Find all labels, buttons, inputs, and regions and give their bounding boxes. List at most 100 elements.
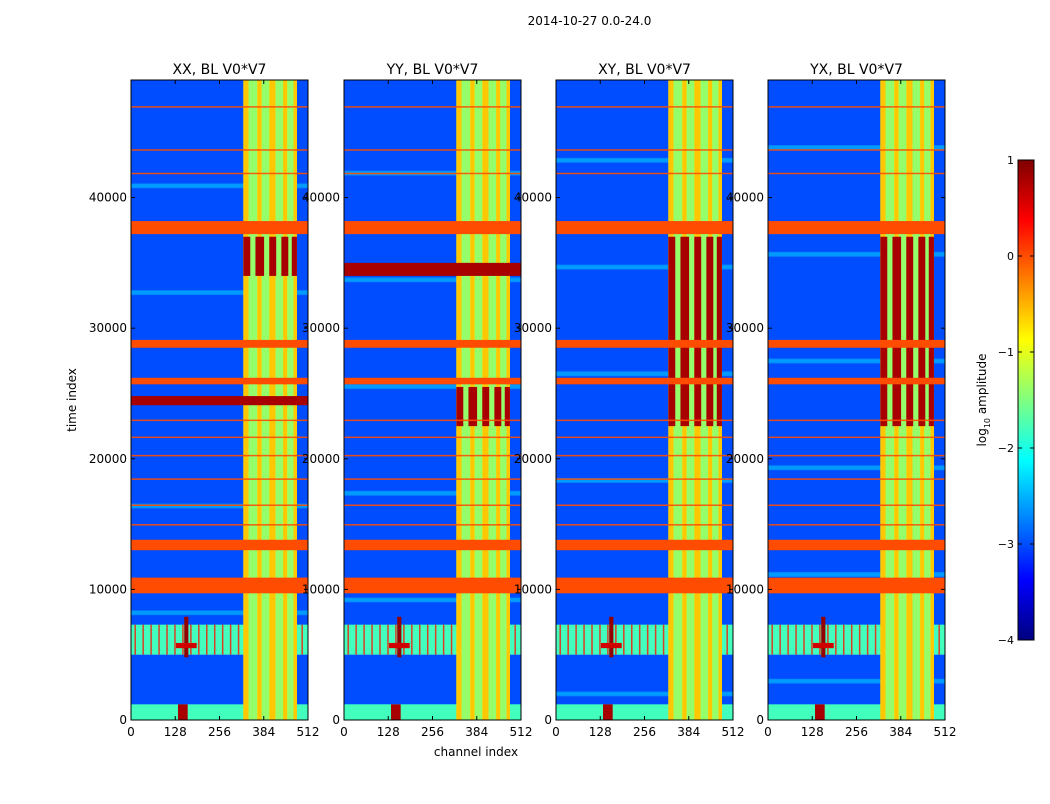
thin-band [344, 106, 521, 108]
rfi-column-gap [885, 80, 895, 720]
burst-speckle [190, 624, 192, 655]
horizontal-band [556, 539, 733, 551]
thin-band [768, 106, 945, 108]
heatmap-body [768, 80, 945, 720]
burst-speckle [654, 624, 657, 655]
colorbar-tick-label: −4 [998, 634, 1014, 647]
x-tick-label: 256 [421, 725, 444, 739]
bright-block-cell [494, 386, 502, 427]
y-tick-label: 0 [756, 713, 764, 727]
burst-speckle [803, 624, 805, 655]
burst-speckle [583, 624, 585, 655]
noise-stripe [344, 384, 521, 387]
x-tick-label: 384 [889, 725, 912, 739]
horizontal-band [344, 339, 521, 348]
burst-speckle [403, 624, 405, 655]
burst-wing [600, 642, 622, 649]
colorbar-tick-label: 0 [1007, 250, 1014, 263]
y-tick-label: 20000 [726, 452, 764, 466]
burst-speckle [726, 624, 728, 655]
y-tick-label: 20000 [89, 452, 127, 466]
burst-speckle [795, 624, 797, 655]
colorbar-tick-label: −2 [998, 442, 1014, 455]
burst-speckle [237, 624, 240, 655]
burst-speckle [866, 624, 869, 655]
burst-speckle [134, 624, 136, 655]
colorbar-tick-label: 1 [1007, 154, 1014, 167]
colorbar-tick-label: −3 [998, 538, 1014, 551]
burst-speckle [411, 624, 413, 655]
horizontal-band [556, 377, 733, 385]
burst-speckle [158, 624, 160, 655]
x-tick-label: 384 [252, 725, 275, 739]
burst-speckle [442, 624, 445, 655]
thin-band [344, 149, 521, 151]
y-tick-label: 30000 [726, 321, 764, 335]
panel-title: YX, BL V0*V7 [809, 62, 903, 78]
thin-band [556, 419, 733, 422]
rfi-column-gap [898, 80, 907, 720]
burst-speckle [166, 624, 168, 655]
panel-title: XY, BL V0*V7 [598, 62, 691, 78]
noise-stripe [344, 170, 521, 173]
panel-yy: YY, BL V0*V7 0 128 256 384 512 0 10000 20000 3000… [302, 62, 533, 739]
y-tick-label: 40000 [89, 191, 127, 205]
burst-speckle [787, 624, 789, 655]
burst-speckle [623, 624, 625, 655]
x-tick-label: 0 [127, 725, 135, 739]
burst-speckle [426, 624, 429, 655]
y-tick-label: 0 [332, 713, 340, 727]
bright-block-cell [255, 236, 265, 276]
rfi-column-gap [673, 80, 683, 720]
thin-band [768, 524, 945, 526]
burst-speckle [850, 624, 853, 655]
horizontal-band [131, 396, 308, 406]
low-burst-core [603, 704, 613, 720]
burst-speckle [599, 624, 601, 655]
burst-speckle [819, 624, 821, 655]
burst-speckle [450, 624, 453, 655]
burst-speckle [206, 624, 208, 655]
horizontal-band [131, 377, 308, 385]
thin-band [131, 436, 308, 439]
burst-speckle [874, 624, 877, 655]
burst-speckle [301, 624, 303, 655]
y-tick-label: 30000 [89, 321, 127, 335]
horizontal-band [344, 221, 521, 235]
bright-block-cell [468, 386, 478, 427]
noise-stripe [131, 183, 308, 186]
burst-speckle [363, 624, 365, 655]
panel-xy: XY, BL V0*V7 0 128 256 384 512 0 10000 20000 3000… [514, 62, 745, 739]
thin-band [768, 172, 945, 175]
horizontal-band [344, 577, 521, 594]
bright-block-cell [892, 236, 902, 427]
colorbar-label-tail: amplitude [975, 354, 989, 418]
rfi-column-gap [474, 80, 483, 720]
panel-yx: YX, BL V0*V7 0 128 256 384 512 0 10000 20000 3000… [726, 62, 957, 739]
rfi-column-gap [912, 80, 921, 720]
noise-stripe [768, 571, 945, 574]
thin-band [556, 524, 733, 526]
bright-block-cell [243, 236, 251, 276]
burst-speckle [615, 624, 617, 655]
thin-band [556, 478, 733, 480]
noise-stripe [344, 277, 521, 280]
horizontal-band [556, 221, 733, 235]
thin-band [556, 436, 733, 439]
burst-speckle [221, 624, 224, 655]
thin-band [768, 149, 945, 151]
horizontal-band [768, 221, 945, 235]
bright-block-cell [680, 236, 690, 427]
noise-stripe [556, 371, 733, 374]
burst-speckle [771, 624, 773, 655]
rfi-column-gap [712, 80, 719, 720]
noise-stripe [768, 465, 945, 468]
x-tick-label: 384 [465, 725, 488, 739]
burst-speckle [419, 624, 421, 655]
rfi-column-gap [461, 80, 471, 720]
rfi-column-gap [488, 80, 497, 720]
burst-speckle [591, 624, 593, 655]
bright-block-cell [694, 236, 702, 427]
